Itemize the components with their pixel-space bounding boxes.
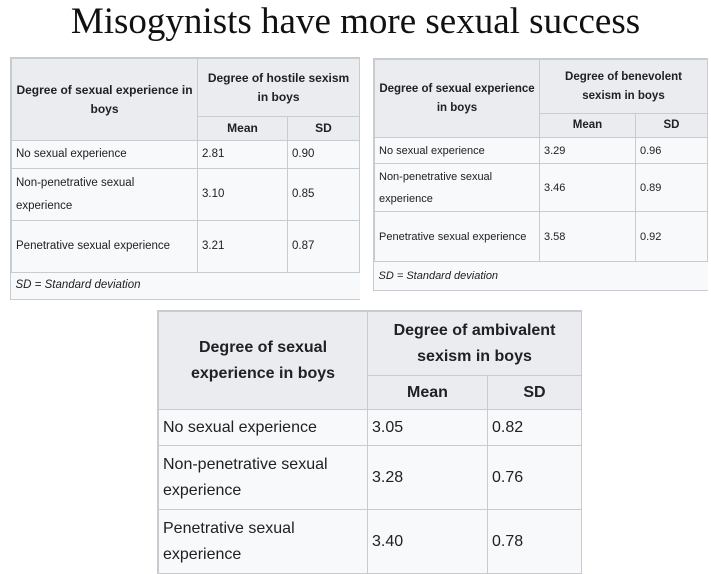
sd-header: SD [286, 116, 361, 141]
mean-header: Mean [367, 375, 488, 410]
row-label: No sexual experience [11, 140, 198, 169]
mean-value: 3.29 [539, 137, 636, 164]
row-header: Degree of sexual experience in boys [158, 311, 368, 410]
sd-header: SD [487, 375, 582, 410]
sd-value: 0.78 [487, 509, 582, 574]
hostile-sexism-table: Degree of sexual experience in boys Degr… [10, 57, 361, 300]
row-label: No sexual experience [374, 137, 540, 164]
ambivalent-sexism-table: Degree of sexual experience in boys Degr… [157, 310, 582, 574]
group-header: Degree of hostile sexism in boys [196, 58, 361, 117]
mean-header: Mean [539, 113, 636, 138]
mean-header: Mean [197, 116, 288, 141]
row-label: Non-penetrative sexual experience [11, 168, 198, 221]
sd-value: 0.85 [286, 168, 361, 221]
mean-value: 3.28 [367, 445, 488, 510]
row-header: Degree of sexual experience in boys [11, 58, 198, 141]
mean-value: 3.21 [197, 220, 288, 273]
row-label: Non-penetrative sexual experience [374, 163, 540, 212]
mean-value: 2.81 [197, 140, 288, 169]
mean-value: 3.10 [197, 168, 288, 221]
mean-value: 3.46 [539, 163, 636, 212]
group-header: Degree of ambivalent sexism in boys [367, 311, 582, 376]
sd-value: 0.82 [487, 409, 582, 446]
group-header: Degree of benevolent sexism in boys [539, 59, 708, 114]
table-row: Penetrative sexual experience 3.58 0.92 [374, 211, 708, 262]
table-row: Non-penetrative sexual experience 3.28 0… [158, 445, 582, 510]
sd-value: 0.89 [635, 163, 708, 212]
mean-value: 3.40 [367, 509, 488, 574]
table-row: Penetrative sexual experience 3.40 0.78 [158, 509, 582, 574]
benevolent-sexism-table: Degree of sexual experience in boys Degr… [373, 58, 708, 291]
mean-value: 3.05 [367, 409, 488, 446]
row-label: No sexual experience [158, 409, 368, 446]
row-label: Penetrative sexual experience [158, 509, 368, 574]
page-title: Misogynists have more sexual success [70, 1, 641, 42]
sd-value: 0.96 [635, 137, 708, 164]
row-label: Penetrative sexual experience [374, 211, 540, 262]
table-row: No sexual experience 3.05 0.82 [158, 409, 582, 446]
sd-value: 0.90 [286, 140, 361, 169]
sd-value: 0.87 [286, 220, 361, 273]
table-row: No sexual experience 3.29 0.96 [374, 137, 708, 164]
mean-value: 3.58 [539, 211, 636, 262]
row-label: Non-penetrative sexual experience [158, 445, 368, 510]
sd-value: 0.76 [487, 445, 582, 510]
table-row: Non-penetrative sexual experience 3.10 0… [11, 168, 361, 221]
sd-value: 0.92 [635, 211, 708, 262]
table-row: No sexual experience 2.81 0.90 [11, 140, 361, 169]
footnote: SD = Standard deviation [11, 272, 360, 299]
row-header: Degree of sexual experience in boys [374, 59, 540, 138]
table-row: Non-penetrative sexual experience 3.46 0… [374, 163, 708, 212]
table-row: Penetrative sexual experience 3.21 0.87 [11, 220, 361, 273]
footnote: SD = Standard deviation [374, 261, 708, 290]
row-label: Penetrative sexual experience [11, 220, 198, 273]
sd-header: SD [635, 113, 708, 138]
